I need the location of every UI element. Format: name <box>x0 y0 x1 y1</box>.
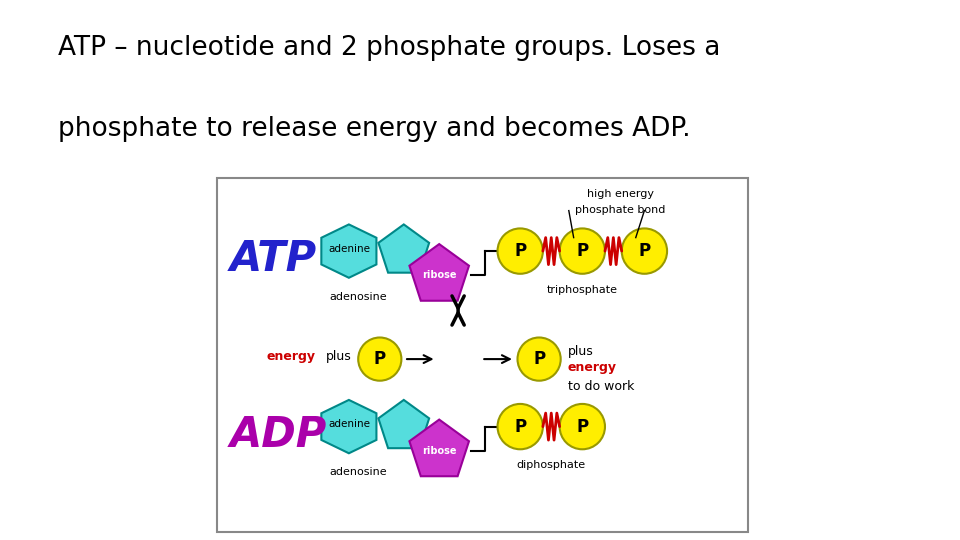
Polygon shape <box>378 225 429 273</box>
Text: ATP: ATP <box>229 238 317 280</box>
Text: adenosine: adenosine <box>329 292 387 302</box>
Text: ATP – nucleotide and 2 phosphate groups. Loses a: ATP – nucleotide and 2 phosphate groups.… <box>58 35 720 61</box>
Polygon shape <box>378 400 429 448</box>
Text: P: P <box>373 350 386 368</box>
Text: P: P <box>515 242 526 260</box>
Text: ribose: ribose <box>422 446 456 456</box>
Circle shape <box>622 228 667 274</box>
Polygon shape <box>409 420 469 476</box>
Polygon shape <box>409 244 469 301</box>
Circle shape <box>497 404 543 449</box>
Text: P: P <box>515 417 526 436</box>
Text: P: P <box>533 350 545 368</box>
Circle shape <box>358 338 401 381</box>
Text: diphosphate: diphosphate <box>516 460 586 470</box>
Text: P: P <box>638 242 651 260</box>
Text: high energy: high energy <box>587 189 654 199</box>
Polygon shape <box>322 225 376 278</box>
Text: P: P <box>576 242 588 260</box>
Text: energy: energy <box>266 350 316 363</box>
Text: adenosine: adenosine <box>329 467 387 477</box>
Circle shape <box>560 404 605 449</box>
Polygon shape <box>322 400 376 453</box>
Circle shape <box>497 228 543 274</box>
Text: ribose: ribose <box>422 271 456 280</box>
Text: phosphate to release energy and becomes ADP.: phosphate to release energy and becomes … <box>58 116 690 142</box>
Text: energy: energy <box>567 361 616 374</box>
Text: adenine: adenine <box>328 244 370 254</box>
Text: triphosphate: triphosphate <box>547 285 618 295</box>
Text: ADP: ADP <box>229 414 327 456</box>
Text: adenine: adenine <box>328 419 370 429</box>
Text: plus: plus <box>567 345 593 357</box>
Circle shape <box>560 228 605 274</box>
Text: P: P <box>576 417 588 436</box>
Circle shape <box>517 338 561 381</box>
Text: to do work: to do work <box>567 380 635 393</box>
Text: plus: plus <box>325 350 351 363</box>
Text: phosphate bond: phosphate bond <box>575 205 665 215</box>
